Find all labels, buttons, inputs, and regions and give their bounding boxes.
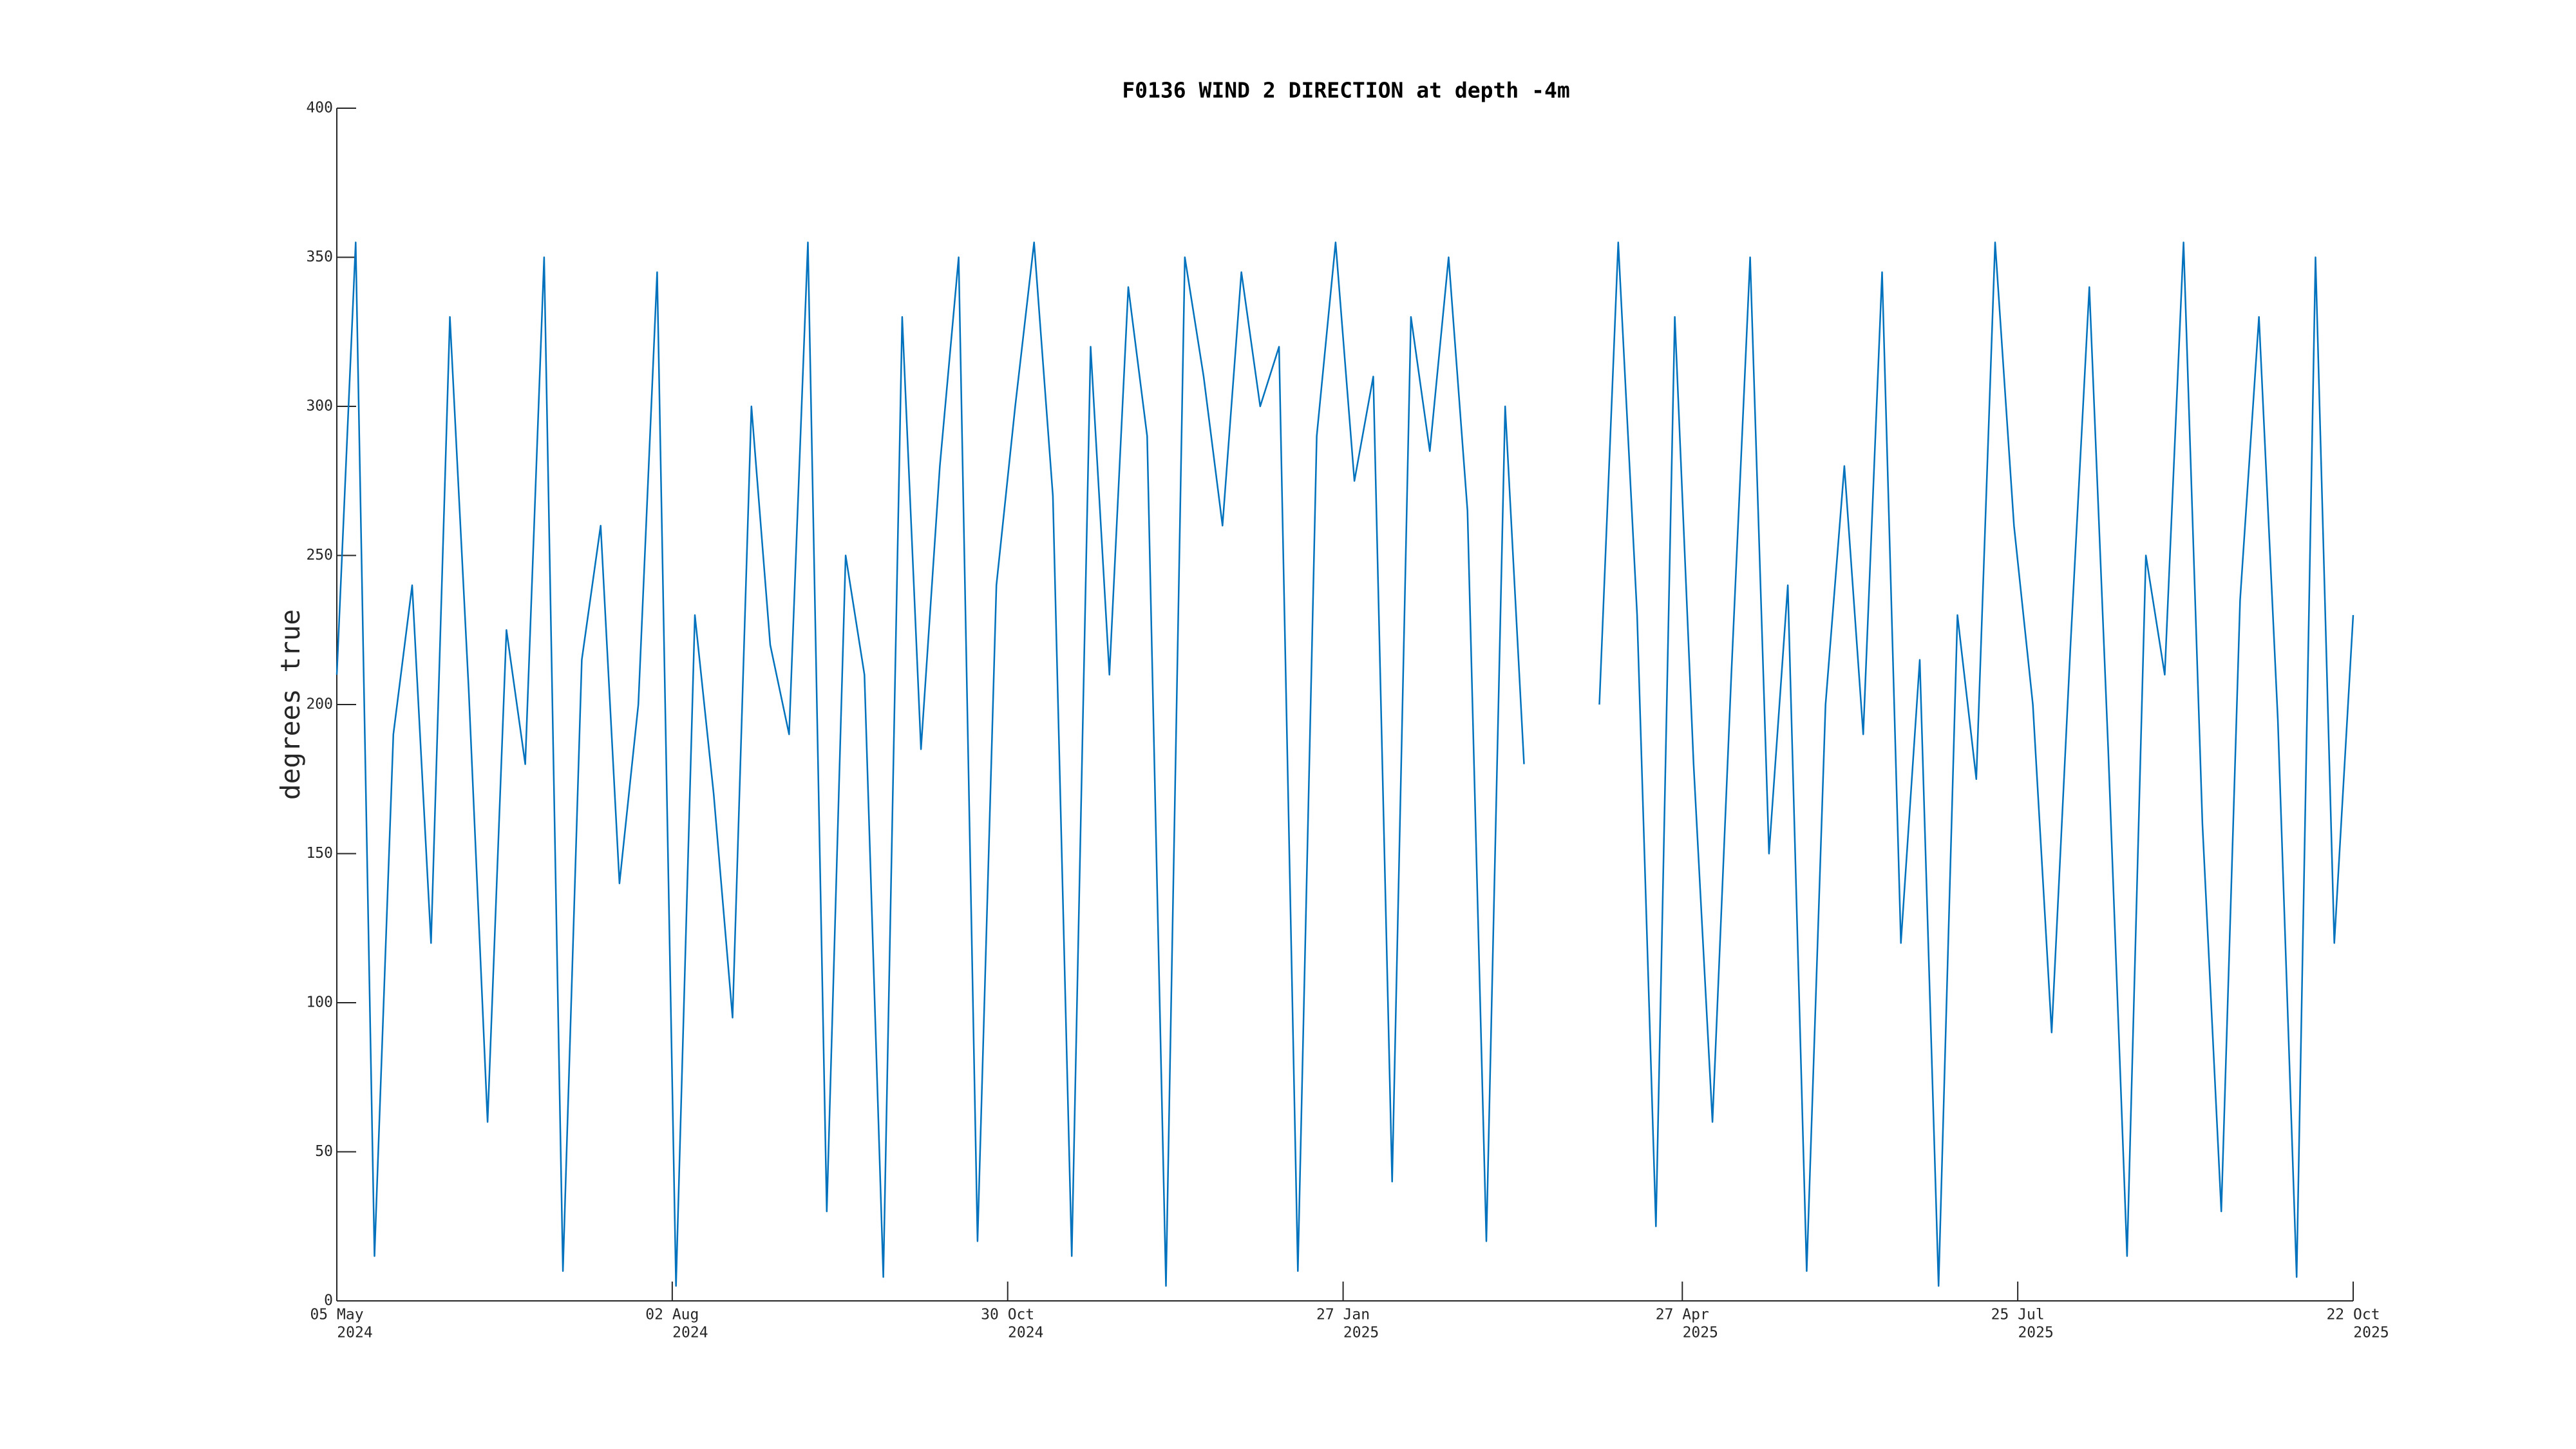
y-tick-label: 100: [306, 994, 333, 1011]
y-tick-label: 300: [306, 398, 333, 415]
y-tick-label: 200: [306, 696, 333, 713]
y-tick-label: 150: [306, 845, 333, 862]
y-tick-label: 250: [306, 547, 333, 564]
y-axis-label: degrees true: [275, 609, 306, 800]
y-tick-label: 350: [306, 249, 333, 265]
x-tick-label: 2024: [672, 1325, 708, 1341]
x-tick-label: 30 Oct: [981, 1307, 1034, 1323]
x-tick-label: 05 May: [310, 1307, 363, 1323]
x-tick-label: 27 Jan: [1316, 1307, 1370, 1323]
x-tick-label: 2024: [1008, 1325, 1043, 1341]
x-tick-label: 27 Apr: [1656, 1307, 1709, 1323]
x-tick-label: 2025: [1683, 1325, 1718, 1341]
x-tick-label: 02 Aug: [645, 1307, 699, 1323]
chart-title: F0136 WIND 2 DIRECTION at depth -4m: [1122, 78, 1569, 103]
x-tick-label: 22 Oct: [2326, 1307, 2380, 1323]
x-tick-label: 2024: [337, 1325, 372, 1341]
x-tick-label: 2025: [1343, 1325, 1379, 1341]
x-tick-label: 2025: [2018, 1325, 2053, 1341]
x-tick-label: 25 Jul: [1991, 1307, 2045, 1323]
y-tick-label: 50: [315, 1143, 333, 1160]
data-line: [336, 242, 2354, 1287]
y-tick-label: 400: [306, 100, 333, 117]
y-tick-label: 0: [324, 1293, 333, 1309]
x-tick-label: 2025: [2353, 1325, 2389, 1341]
